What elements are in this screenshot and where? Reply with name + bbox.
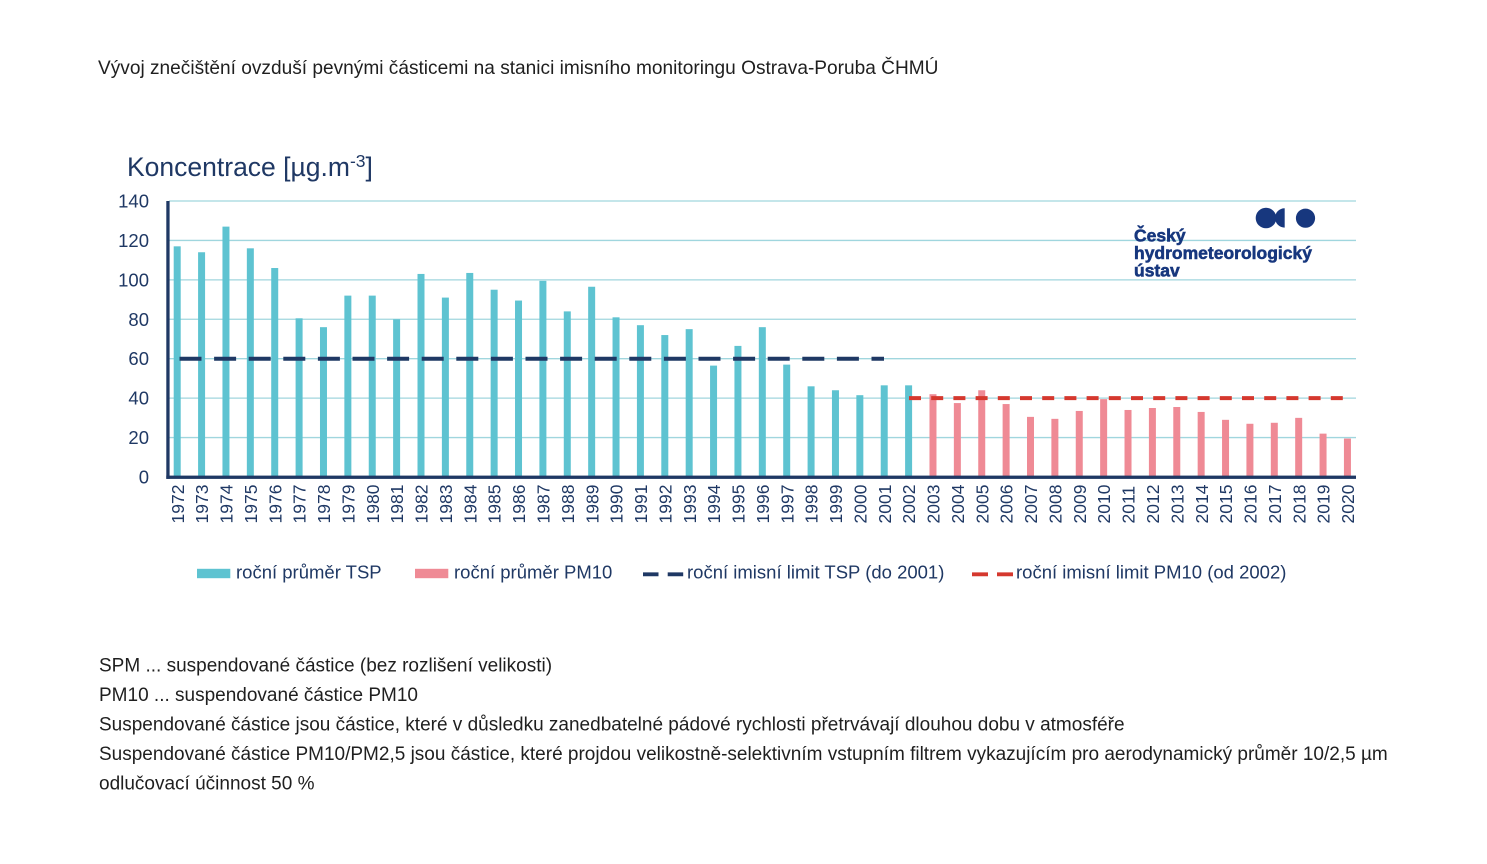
svg-text:1974: 1974 [217,484,237,523]
svg-text:2004: 2004 [948,484,968,523]
svg-text:1981: 1981 [387,485,407,524]
svg-text:Vývoj znečištění ovzduší pevný: Vývoj znečištění ovzduší pevnými částice… [98,57,938,79]
svg-text:roční imisní limit TSP (do 200: roční imisní limit TSP (do 2001) [687,562,944,583]
svg-text:20: 20 [128,427,149,448]
svg-text:2007: 2007 [1021,485,1041,524]
svg-text:2009: 2009 [1070,485,1090,524]
svg-text:100: 100 [118,269,149,290]
svg-text:40: 40 [128,388,149,409]
svg-text:1980: 1980 [363,484,383,523]
svg-text:1973: 1973 [192,485,212,524]
svg-text:2010: 2010 [1094,484,1114,523]
svg-text:1984: 1984 [460,484,480,523]
svg-text:1986: 1986 [509,485,529,524]
svg-text:1998: 1998 [802,485,822,524]
svg-text:80: 80 [128,309,149,330]
svg-text:2015: 2015 [1216,485,1236,524]
svg-text:2014: 2014 [1192,484,1212,523]
svg-text:2012: 2012 [1143,485,1163,524]
svg-text:2020: 2020 [1338,484,1358,523]
svg-text:Suspendované částice PM10/PM2,: Suspendované částice PM10/PM2,5 jsou čás… [99,744,1388,765]
svg-text:2001: 2001 [875,485,895,524]
svg-text:2013: 2013 [1167,485,1187,524]
svg-text:2018: 2018 [1289,485,1309,524]
svg-text:roční průměr PM10: roční průměr PM10 [454,562,612,583]
svg-text:1996: 1996 [753,485,773,524]
svg-text:ústav: ústav [1134,261,1180,281]
svg-text:1988: 1988 [558,485,578,524]
svg-text:1976: 1976 [265,485,285,524]
svg-text:Koncentrace [µg.m-3]: Koncentrace [µg.m-3] [127,151,373,182]
svg-text:1994: 1994 [704,484,724,523]
svg-text:PM10 ... suspendované částice: PM10 ... suspendované částice PM10 [99,685,418,706]
svg-text:2016: 2016 [1241,485,1261,524]
svg-text:1979: 1979 [338,485,358,524]
svg-text:Suspendované částice jsou část: Suspendované částice jsou částice, které… [99,715,1125,736]
svg-text:120: 120 [118,230,149,251]
svg-text:1991: 1991 [631,485,651,524]
svg-text:1972: 1972 [168,485,188,524]
svg-text:1997: 1997 [777,485,797,524]
svg-text:1990: 1990 [607,484,627,523]
svg-text:Český: Český [1134,225,1186,246]
svg-text:1977: 1977 [290,485,310,524]
svg-text:2002: 2002 [899,485,919,524]
svg-text:1999: 1999 [826,485,846,524]
svg-text:1975: 1975 [241,485,261,524]
svg-text:roční imisní limit PM10 (od 20: roční imisní limit PM10 (od 2002) [1016,562,1286,583]
svg-text:1992: 1992 [655,485,675,524]
svg-text:2011: 2011 [1119,486,1139,524]
svg-text:2003: 2003 [924,485,944,524]
svg-text:1989: 1989 [582,485,602,524]
svg-text:1985: 1985 [485,485,505,524]
svg-text:roční průměr TSP: roční průměr TSP [236,562,382,583]
svg-text:SPM ... suspendované částice (: SPM ... suspendované částice (bez rozliš… [99,656,552,677]
svg-text:2005: 2005 [972,485,992,524]
svg-text:odlučovací účinnost 50 %: odlučovací účinnost 50 % [99,774,315,795]
svg-text:1978: 1978 [314,485,334,524]
svg-text:2017: 2017 [1265,485,1285,524]
svg-text:1993: 1993 [680,485,700,524]
svg-text:0: 0 [139,467,149,488]
svg-text:1995: 1995 [729,485,749,524]
svg-text:2008: 2008 [1045,485,1065,524]
svg-text:2000: 2000 [850,484,870,523]
svg-text:2006: 2006 [997,485,1017,524]
svg-text:1983: 1983 [436,485,456,524]
svg-text:1987: 1987 [534,485,554,524]
svg-text:140: 140 [118,190,149,211]
svg-text:2019: 2019 [1314,485,1334,524]
svg-text:hydrometeorologický: hydrometeorologický [1134,243,1312,263]
svg-text:1982: 1982 [412,485,432,524]
svg-text:60: 60 [128,348,149,369]
